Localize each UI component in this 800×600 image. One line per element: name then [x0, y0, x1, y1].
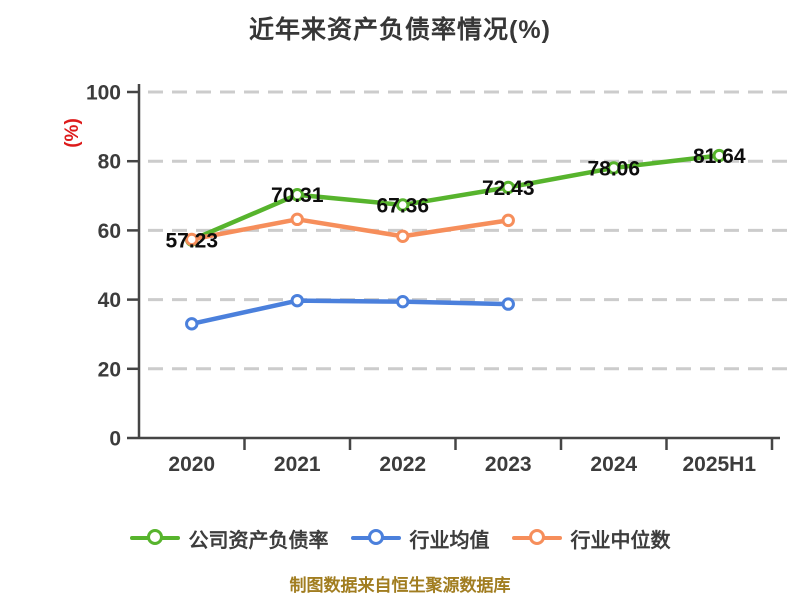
data-label-company-debt-ratio: 78.06 — [587, 157, 640, 180]
series-point-company-debt-ratio — [396, 198, 410, 212]
chart-title: 近年来资产负债率情况(%) — [249, 16, 551, 44]
y-tick-label: 20 — [98, 358, 121, 381]
y-tick-label: 0 — [109, 428, 121, 451]
x-tick-label: 2023 — [485, 453, 532, 476]
series-point-company-debt-ratio — [712, 148, 726, 163]
series-industry-median — [185, 212, 515, 247]
legend-marker-company-icon — [129, 529, 180, 547]
series-point-industry-average — [501, 297, 515, 311]
data-label-company-debt-ratio: 57.23 — [165, 229, 218, 252]
series-point-industry-average — [396, 294, 410, 309]
y-tick-label: 40 — [98, 289, 121, 312]
series-point-company-debt-ratio — [501, 180, 515, 195]
y-tick-label: 80 — [98, 151, 121, 174]
legend-label-industry-average: 行业均值 — [409, 529, 490, 552]
x-tick-label: 2024 — [590, 453, 637, 476]
data-label-company-debt-ratio: 81.64 — [693, 145, 746, 168]
series-point-industry-average — [290, 293, 304, 308]
x-tick-label: 2025H1 — [682, 453, 756, 476]
series-line-industry-median — [189, 217, 511, 242]
chart-footer-source: 制图数据来自恒生聚源数据库 — [289, 576, 511, 595]
legend-item-industry-median: 行业中位数 — [511, 524, 671, 553]
legend: 公司资产负债率 行业均值 行业中位数 — [0, 520, 800, 556]
legend-item-company-debt-ratio: 公司资产负债率 — [129, 524, 329, 553]
series-point-industry-median — [396, 229, 410, 243]
series-point-company-debt-ratio — [290, 188, 304, 202]
axes: 0 20 40 60 80 100 2020 2021 2022 2023 2024 2025H1 — [86, 82, 780, 476]
series-company-debt-ratio — [185, 148, 726, 247]
legend-label-company: 公司资产负债率 — [188, 529, 329, 552]
x-tick-label: 2020 — [168, 453, 215, 476]
series-point-industry-median — [501, 213, 515, 228]
line-chart: 0 20 40 60 80 100 2020 2021 2022 2023 2024 2025H1 57… — [86, 82, 788, 476]
legend-label-industry-median: 行业中位数 — [570, 529, 671, 552]
y-tick-label: 60 — [98, 220, 121, 243]
data-label-company-debt-ratio: 70.31 — [271, 184, 324, 207]
series-point-company-debt-ratio — [607, 161, 621, 175]
x-tick-label: 2022 — [379, 453, 426, 476]
series-line-industry-average — [189, 298, 511, 327]
x-tick-label: 2021 — [274, 453, 321, 476]
gridlines — [148, 90, 788, 371]
series-point-industry-median — [290, 212, 304, 227]
series-line-company-debt-ratio — [189, 153, 722, 243]
data-labels: 57.23 70.31 67.36 72.43 78.06 81.64 — [165, 145, 745, 252]
series-industry-average — [185, 293, 515, 331]
legend-marker-industry-median-icon — [511, 529, 562, 547]
series-point-industry-median — [185, 232, 199, 247]
legend-marker-industry-average-icon — [350, 529, 401, 547]
y-tick-label: 100 — [86, 82, 121, 105]
series-point-industry-average — [185, 317, 199, 331]
legend-item-industry-average: 行业均值 — [350, 524, 490, 553]
data-label-company-debt-ratio: 67.36 — [376, 194, 429, 217]
data-label-company-debt-ratio: 72.43 — [482, 177, 535, 200]
